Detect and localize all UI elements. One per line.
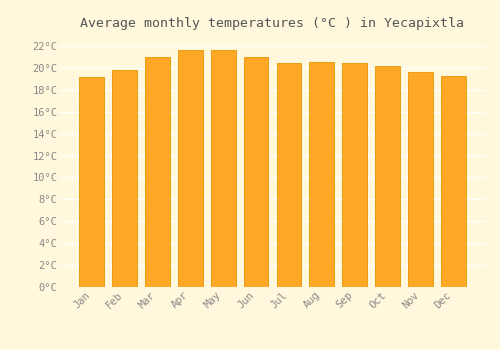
Bar — [441, 76, 466, 287]
Bar — [145, 57, 170, 287]
Bar — [342, 63, 367, 287]
Bar — [211, 50, 236, 287]
Bar — [376, 66, 400, 287]
Bar — [408, 72, 433, 287]
Title: Average monthly temperatures (°C ) in Yecapixtla: Average monthly temperatures (°C ) in Ye… — [80, 17, 464, 30]
Bar — [244, 57, 268, 287]
Bar — [310, 62, 334, 287]
Bar — [112, 70, 137, 287]
Bar — [276, 63, 301, 287]
Bar — [178, 50, 203, 287]
Bar — [80, 77, 104, 287]
